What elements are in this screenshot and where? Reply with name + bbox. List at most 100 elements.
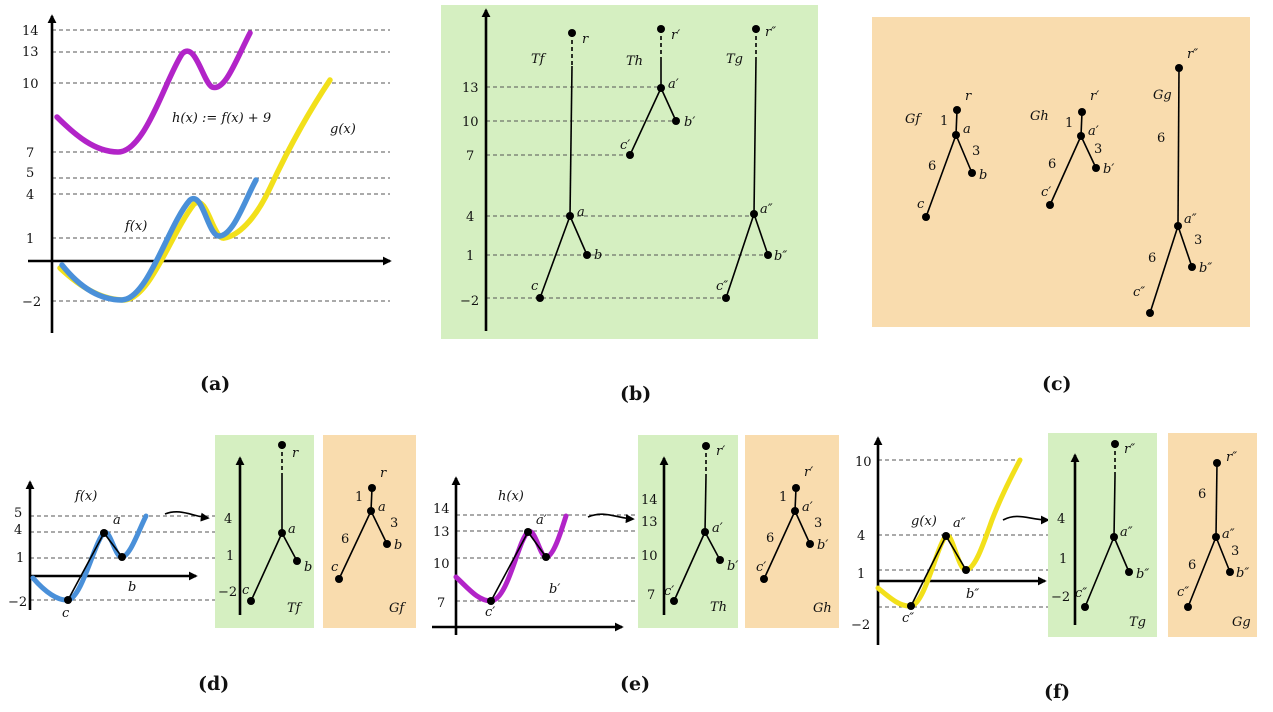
node-label: r′ [716,444,725,459]
tree-title: Tg [1129,615,1146,630]
curve-label: g(x) [911,514,937,529]
edge-weight: 3 [390,516,398,531]
tick-label: 7 [26,146,34,161]
tree-title: Tg [726,52,743,67]
tree-title: Tf [531,52,547,67]
edge-weight: 6 [341,532,349,547]
point-label: b [128,580,136,595]
panel-a: 14 13 10 7 5 4 1 −2 h(x) := f(x) + 9 g(x… [22,14,392,395]
panel-e-ticks: 14 13 10 7 [433,502,450,611]
caption-b: (b) [620,383,651,405]
mapping-arrow [164,511,210,522]
node-label: a′ [712,521,723,536]
graph-title: Gh [1030,109,1049,124]
g-curve [875,457,1023,609]
tick-label: 4 [1057,512,1065,527]
f-curve [59,177,259,303]
node-label: b [304,560,312,575]
edge-weight: 3 [1231,544,1239,559]
node-label: c [331,560,339,575]
tick-label: 14 [433,502,450,517]
graph-gg-small: r″ a″ b″ c″ 6 3 6 Gg [1177,450,1251,630]
point-label: c [62,606,70,621]
tick-label: −2 [218,585,237,600]
tick-label: 13 [462,81,479,96]
panel-b: 13 10 7 4 1 −2 Tf r a b c [441,5,818,405]
graph-title: Gf [905,112,922,127]
edge-weight: 6 [766,531,774,546]
node-label: r″ [1226,450,1237,465]
panel-d-ticks: 5 4 1 −2 [8,506,27,610]
point-label: b″ [966,587,979,602]
tree-tf: Tf r a b c [531,29,602,302]
tick-label: 13 [433,525,450,540]
tree-th-small: r′ a′ b′ c′ Th [664,442,738,615]
curve-label: f(x) [74,489,97,504]
tree-tg: Tg r″ a″ b″ c″ [716,25,787,302]
node-label: b″ [1236,566,1249,581]
node-label: a″ [1222,527,1235,542]
node-label: b′ [684,115,695,130]
graph-title: Gg [1232,615,1251,630]
node-label: r″ [1124,442,1135,457]
node-label: r′ [804,465,813,480]
graph-gh-small: r′ a′ b′ c′ 1 3 6 Gh [756,465,832,616]
node-label: b [979,168,987,183]
tick-label: 10 [22,77,39,92]
node-label: r [380,466,387,481]
node-label: a [378,500,386,515]
node-label: b″ [1136,567,1149,582]
point-label: c″ [902,611,914,626]
tick-label: 7 [466,149,474,164]
caption-c: (c) [1042,373,1072,395]
panel-f: 10 4 1 −2 g(x) a″ b″ c″ 4 1 −2 [851,433,1257,703]
tick-label: 4 [857,529,865,544]
node-label: r [965,89,972,104]
tick-label: 10 [641,549,658,564]
tick-label: 1 [16,551,24,566]
tick-label: 5 [14,506,22,521]
panel-a-ticks: 14 13 10 7 5 4 1 −2 [22,24,41,310]
tick-label: −2 [8,595,27,610]
tick-label: 10 [433,557,450,572]
node-label: c′ [664,584,674,599]
g-label: g(x) [330,122,356,137]
h-curve [54,30,253,155]
graph-title: Gg [1153,88,1172,103]
tree-title: Th [710,600,727,615]
caption-e: (e) [620,673,650,695]
node-label: b″ [1199,261,1212,276]
edge-weight: 3 [1194,233,1202,248]
tick-label: −2 [851,618,870,633]
point-label: c′ [485,605,495,620]
tree-th: Th r′ a′ b′ c′ [620,25,695,159]
node-label: r′ [671,28,680,43]
edge-weight: 3 [1094,142,1102,157]
node-label: r [582,32,589,47]
node-label: a″ [760,202,773,217]
edge-weight: 1 [355,490,363,505]
edge-weight: 6 [928,159,936,174]
edge-weight: 1 [779,490,787,505]
tick-label: 1 [26,232,34,247]
tree-title: Th [626,54,643,69]
edge-weight: 1 [940,114,948,129]
node-label: c [917,197,925,212]
node-label: r″ [765,25,776,40]
node-label: a [963,122,971,137]
graph-gf: Gf r a b c 1 3 6 [905,89,987,221]
edge-weight: 6 [1148,251,1156,266]
edge-weight: 6 [1188,558,1196,573]
tick-label: 7 [437,596,445,611]
node-label: c′ [620,138,630,153]
tick-label: 4 [224,512,232,527]
node-label: c′ [1041,185,1051,200]
caption-f: (f) [1044,681,1070,703]
node-label: c [242,583,250,598]
node-label: r′ [1090,89,1099,104]
node-label: c″ [1177,585,1189,600]
node-label: b′ [727,559,738,574]
tick-label: 1 [1059,552,1067,567]
tick-label: 14 [22,24,39,39]
